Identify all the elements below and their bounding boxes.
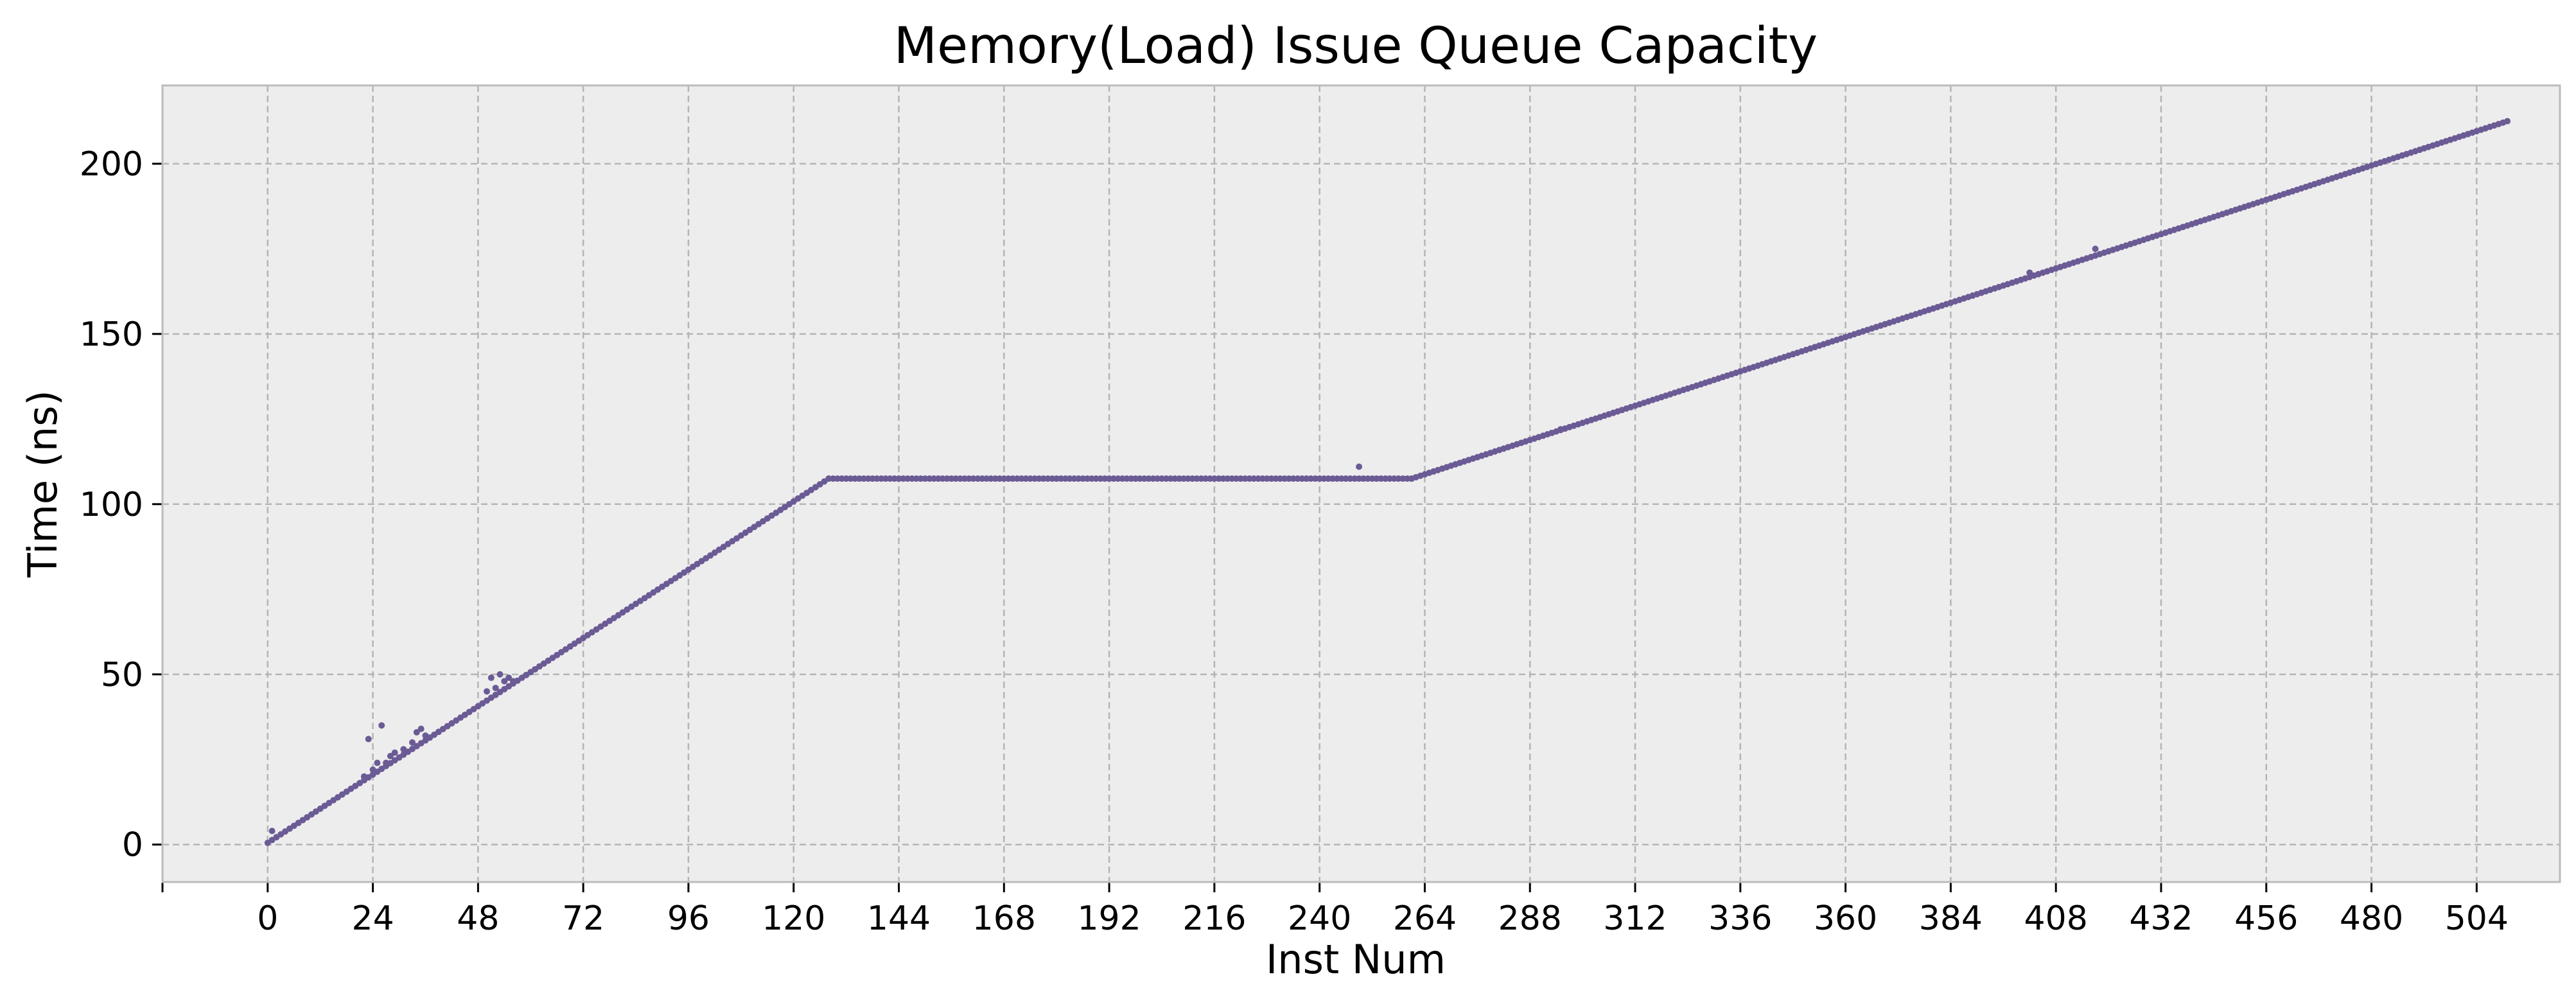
data-point [417, 725, 425, 732]
data-point [1356, 463, 1363, 470]
data-point [509, 678, 516, 685]
x-tick-label: 72 [562, 899, 604, 938]
x-tick-label: 360 [1814, 899, 1877, 938]
data-point [1557, 426, 1564, 433]
x-tick-label: 408 [2024, 899, 2088, 938]
x-tick-label: 48 [457, 899, 499, 938]
x-tick-label: 288 [1498, 899, 1562, 938]
x-tick-label: 168 [972, 899, 1036, 938]
x-tick-label: 96 [667, 899, 710, 938]
x-tick-label: 0 [257, 899, 278, 938]
data-point [374, 759, 381, 766]
y-axis-label: Time (ns) [19, 390, 66, 578]
y-tick-label: 150 [80, 315, 143, 354]
y-tick-label: 50 [101, 656, 143, 694]
data-point [484, 688, 491, 695]
data-point [360, 773, 367, 780]
y-tick-label: 200 [80, 145, 143, 184]
data-point [408, 739, 416, 746]
data-point [2504, 118, 2511, 125]
data-point [268, 827, 276, 834]
data-point [365, 736, 372, 743]
x-tick-label: 144 [867, 899, 931, 938]
data-point [487, 675, 495, 682]
data-point [378, 722, 385, 729]
x-tick-label: 312 [1603, 899, 1667, 938]
x-tick-label: 384 [1919, 899, 1983, 938]
x-tick-label: 240 [1288, 899, 1351, 938]
x-tick-label: 216 [1182, 899, 1246, 938]
data-point [422, 732, 429, 739]
data-point [383, 759, 390, 766]
grid-layer [161, 85, 2560, 882]
x-tick-label: 456 [2234, 899, 2298, 938]
chart-title: Memory(Load) Issue Queue Capacity [894, 17, 1818, 75]
data-point [496, 671, 504, 678]
x-tick-label: 264 [1393, 899, 1457, 938]
data-point [413, 728, 420, 736]
data-point [2026, 269, 2033, 276]
x-axis-label: Inst Num [1266, 936, 1446, 983]
x-tick-label: 504 [2445, 899, 2509, 938]
plot-area [162, 85, 2560, 882]
x-tick-label: 24 [351, 899, 394, 938]
data-point [387, 752, 394, 759]
data-point [400, 746, 407, 753]
data-point [505, 675, 513, 682]
data-point [369, 766, 376, 773]
y-tick-label: 0 [122, 826, 143, 865]
y-tick-label: 100 [80, 486, 143, 524]
x-tick-label: 192 [1077, 899, 1141, 938]
plot-frame [161, 84, 2561, 883]
x-tick-label: 432 [2129, 899, 2193, 938]
x-tick-label: 480 [2340, 899, 2403, 938]
ticks-layer: 0 24 48 72 96 120 144 168 192 216 240 264 288 312 336 3… [80, 145, 2509, 938]
data-point [2092, 245, 2099, 252]
x-tick-label: 120 [762, 899, 825, 938]
data-point [492, 684, 499, 691]
data-point [501, 678, 508, 685]
data-point [391, 749, 398, 756]
points-layer [264, 118, 2511, 847]
x-tick-label: 336 [1708, 899, 1772, 938]
